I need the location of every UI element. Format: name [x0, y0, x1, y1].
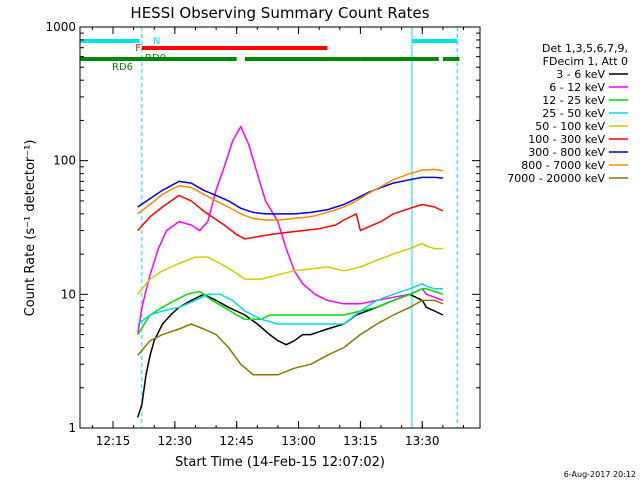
x-tick-label-0: 12:15	[96, 434, 131, 448]
series-line-5	[137, 194, 444, 240]
series-line-6	[137, 176, 443, 215]
legend: Det 1,3,5,6,7,9, FDecim 1, Att 0 3 - 6 k…	[507, 42, 628, 185]
legend-entry-label-6: 300 - 800 keV	[528, 146, 605, 159]
legend-entry-label-7: 800 - 7000 keV	[521, 159, 605, 172]
plot-frame	[79, 26, 481, 429]
status-bar-label-rd0: RD0	[145, 53, 166, 64]
legend-entry-label-8: 7000 - 20000 keV	[507, 172, 605, 185]
legend-entry-label-4: 50 - 100 keV	[535, 120, 605, 133]
series-line-7	[137, 168, 444, 221]
y-tick-label-1: 10	[61, 287, 76, 301]
legend-header-line-2: FDecim 1, Att 0	[543, 55, 628, 68]
footer-timestamp: 6-Aug-2017 20:12	[564, 470, 636, 479]
legend-entry-label-5: 100 - 300 keV	[528, 133, 605, 146]
x-tick-label-4: 13:15	[343, 434, 378, 448]
x-axis-label: Start Time (14-Feb-15 12:07:02)	[175, 455, 385, 470]
y-tick-label-3: 1000	[45, 20, 76, 34]
x-tick-label-3: 13:00	[281, 434, 316, 448]
legend-entry-label-0: 3 - 6 keV	[556, 68, 605, 81]
plot-area: N F RD0 RD6	[79, 27, 460, 428]
status-bar-label-rd6: RD6	[112, 62, 133, 73]
y-tick-label-2: 100	[53, 154, 76, 168]
legend-header-line-1: Det 1,3,5,6,7,9,	[542, 42, 628, 55]
status-bar-label-f: F	[135, 43, 141, 54]
series-line-8	[137, 299, 444, 376]
x-tick-label-5: 13:30	[405, 434, 440, 448]
series-line-2	[137, 288, 444, 336]
y-tick-label-0: 1	[68, 421, 76, 435]
x-tick-label-2: 12:45	[219, 434, 254, 448]
series-line-3	[137, 282, 443, 325]
legend-entry-label-1: 6 - 12 keV	[549, 81, 605, 94]
series-line-4	[137, 242, 443, 295]
axes: 12:15 12:30 12:45 13:00 13:15 13:30 1 10 100 1000	[45, 20, 480, 448]
y-axis-label: Count Rate (s⁻¹ detector⁻¹)	[23, 140, 38, 317]
x-tick-label-1: 12:30	[158, 434, 193, 448]
chart-title: HESSI Observing Summary Count Rates	[130, 4, 429, 22]
legend-entry-label-3: 25 - 50 keV	[542, 107, 605, 120]
status-bar-label-n: N	[153, 36, 160, 47]
legend-entry-label-2: 12 - 25 keV	[542, 94, 605, 107]
series-line-1	[136, 125, 444, 335]
